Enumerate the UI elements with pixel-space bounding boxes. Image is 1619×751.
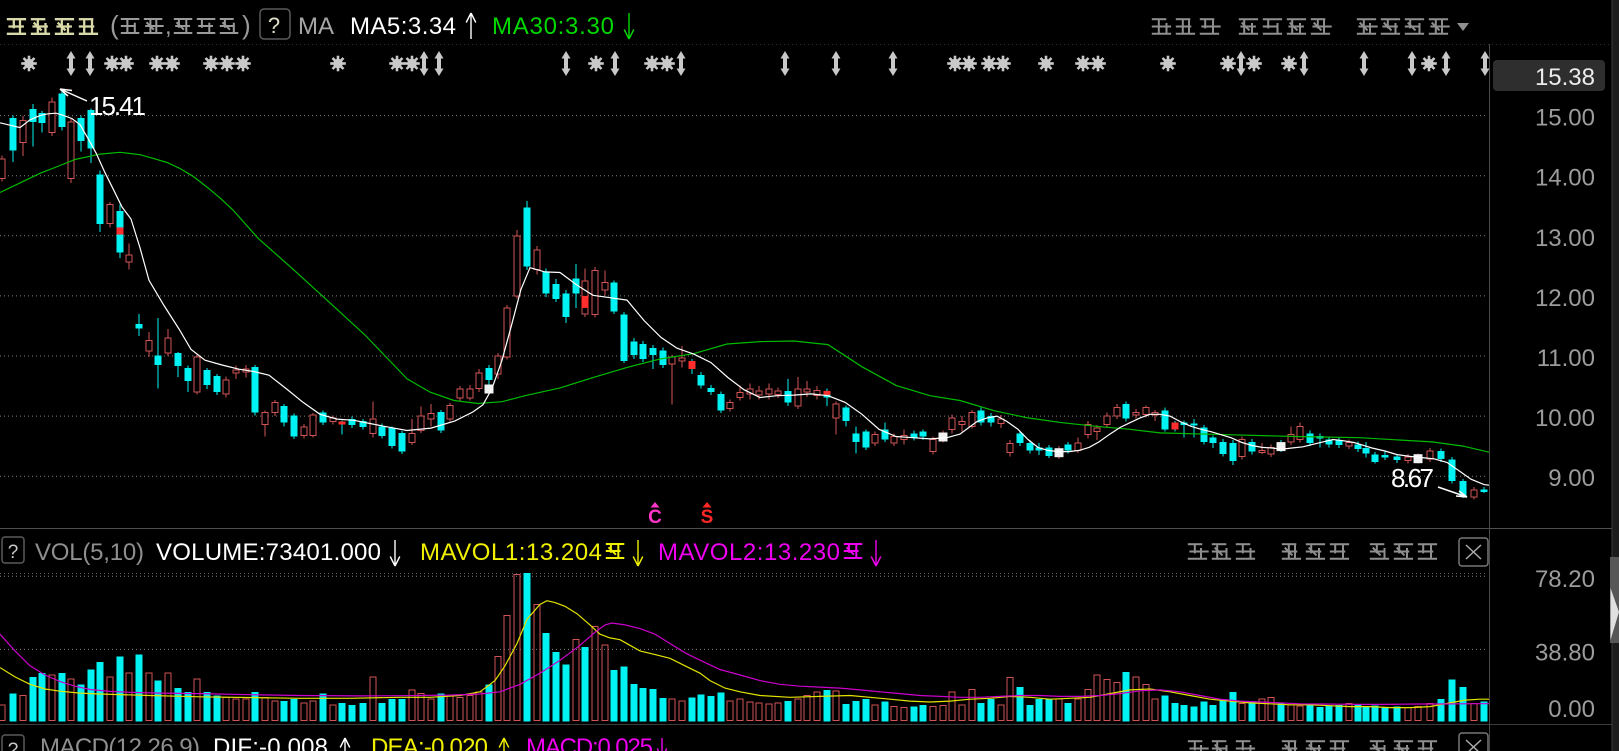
svg-text:15.38: 15.38: [1535, 64, 1595, 91]
svg-text:8.67: 8.67: [1391, 463, 1434, 493]
svg-text:MA30:3.30: MA30:3.30: [492, 13, 614, 40]
svg-text:DEA:-0.020: DEA:-0.020: [371, 734, 488, 751]
svg-text:MACD(12,26,9): MACD(12,26,9): [40, 734, 200, 751]
svg-text:38.80: 38.80: [1535, 639, 1595, 666]
svg-text:S: S: [701, 507, 714, 528]
svg-text:C: C: [648, 507, 662, 528]
svg-text:11.00: 11.00: [1537, 345, 1595, 372]
svg-text:MA: MA: [298, 13, 334, 40]
svg-text:?: ?: [8, 740, 19, 751]
svg-text:15.41: 15.41: [89, 91, 146, 121]
svg-text:VOLUME:73401.000: VOLUME:73401.000: [156, 539, 381, 566]
svg-text:9.00: 9.00: [1548, 465, 1595, 492]
svg-text:?: ?: [268, 13, 280, 38]
svg-text:?: ?: [8, 542, 19, 563]
svg-text:MAVOL2:13.230: MAVOL2:13.230: [658, 539, 840, 566]
svg-text:): ): [242, 10, 251, 40]
svg-text:(: (: [110, 10, 119, 40]
svg-text:13.00: 13.00: [1535, 225, 1595, 252]
svg-text:DIF:-0.008: DIF:-0.008: [213, 734, 328, 751]
svg-text:78.20: 78.20: [1535, 566, 1595, 593]
svg-text:VOL(5,10): VOL(5,10): [35, 539, 144, 566]
svg-text:15.00: 15.00: [1535, 105, 1595, 132]
svg-text:,: ,: [165, 13, 172, 40]
svg-text:MACD:0.025: MACD:0.025: [526, 734, 653, 751]
svg-text:MAVOL1:13.204: MAVOL1:13.204: [420, 539, 602, 566]
svg-text:10.00: 10.00: [1535, 405, 1595, 432]
svg-text:MA5:3.34: MA5:3.34: [350, 13, 456, 40]
svg-text:12.00: 12.00: [1535, 285, 1595, 312]
svg-text:14.00: 14.00: [1535, 165, 1595, 192]
svg-text:0.00: 0.00: [1548, 696, 1595, 723]
